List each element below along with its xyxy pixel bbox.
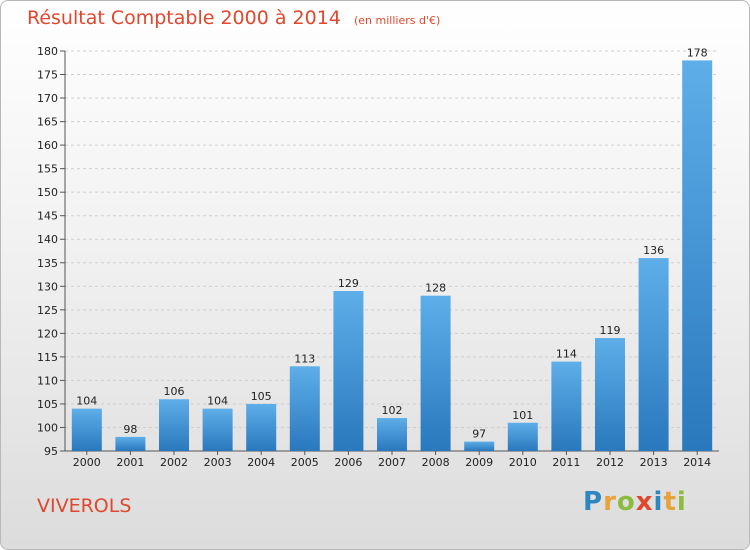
y-tick-label: 165 <box>37 116 58 129</box>
data-label: 105 <box>251 390 272 403</box>
town-name: VIVEROLS <box>37 495 132 517</box>
x-tick-label: 2007 <box>378 456 406 469</box>
y-tick-label: 105 <box>37 398 58 411</box>
logo-letter: t <box>663 487 677 517</box>
bar <box>464 441 495 451</box>
bar <box>638 258 669 451</box>
x-tick-label: 2004 <box>247 456 275 469</box>
data-label: 106 <box>164 385 185 398</box>
x-tick-label: 2009 <box>465 456 493 469</box>
x-tick-label: 2010 <box>509 456 537 469</box>
bar <box>159 399 189 451</box>
bar <box>115 436 146 451</box>
data-label: 101 <box>512 409 533 422</box>
data-label: 114 <box>556 348 577 361</box>
x-tick-label: 2005 <box>291 456 319 469</box>
y-tick-label: 100 <box>37 421 58 434</box>
logo-letter: i <box>653 487 664 517</box>
data-label: 102 <box>382 404 403 417</box>
bar <box>377 418 407 451</box>
x-tick-label: 2013 <box>640 456 668 469</box>
bar <box>420 295 451 451</box>
data-label: 129 <box>338 277 359 290</box>
y-tick-label: 115 <box>37 351 58 364</box>
logo-letter: i <box>676 487 687 517</box>
brand-logo: Proxiti <box>583 487 687 517</box>
logo-letter: o <box>616 487 636 517</box>
data-label: 178 <box>687 46 708 59</box>
bar <box>246 403 277 451</box>
bar <box>507 422 538 451</box>
bar <box>551 361 582 451</box>
x-tick-label: 2008 <box>422 456 450 469</box>
y-tick-label: 155 <box>37 163 58 176</box>
bar <box>289 366 320 451</box>
x-tick-label: 2000 <box>73 456 101 469</box>
x-tick-label: 2014 <box>683 456 711 469</box>
chart-title: Résultat Comptable 2000 à 2014 (en milli… <box>27 7 440 29</box>
x-tick-label: 2011 <box>552 456 580 469</box>
y-tick-label: 180 <box>37 45 58 58</box>
data-label: 98 <box>123 423 137 436</box>
y-tick-label: 120 <box>37 327 58 340</box>
y-tick-label: 140 <box>37 233 58 246</box>
y-tick-label: 170 <box>37 92 58 105</box>
logo-letter: x <box>635 487 654 517</box>
bar <box>595 338 625 451</box>
y-tick-label: 95 <box>44 445 58 458</box>
x-tick-label: 2006 <box>334 456 362 469</box>
y-tick-label: 110 <box>37 374 58 387</box>
logo-letter: r <box>603 487 617 517</box>
bar <box>682 60 713 451</box>
data-label: 113 <box>294 352 315 365</box>
bar <box>71 408 102 451</box>
x-tick-label: 2003 <box>204 456 232 469</box>
y-tick-label: 150 <box>37 186 58 199</box>
y-tick-label: 135 <box>37 257 58 270</box>
x-tick-label: 2001 <box>116 456 144 469</box>
logo-letter: P <box>583 487 604 517</box>
y-tick-label: 160 <box>37 139 58 152</box>
data-label: 104 <box>207 395 228 408</box>
y-tick-label: 125 <box>37 304 58 317</box>
y-tick-label: 130 <box>37 280 58 293</box>
data-label: 104 <box>76 395 97 408</box>
data-label: 119 <box>600 324 621 337</box>
x-tick-label: 2012 <box>596 456 624 469</box>
data-label: 136 <box>643 244 664 257</box>
title-text: Résultat Comptable 2000 à 2014 <box>27 7 341 29</box>
y-tick-label: 175 <box>37 69 58 82</box>
data-label: 97 <box>472 428 486 441</box>
y-tick-label: 145 <box>37 210 58 223</box>
data-label: 128 <box>425 282 446 295</box>
bar <box>202 408 233 451</box>
unit-note: (en milliers d'€) <box>353 14 441 27</box>
x-tick-label: 2002 <box>160 456 188 469</box>
bar <box>333 291 364 451</box>
